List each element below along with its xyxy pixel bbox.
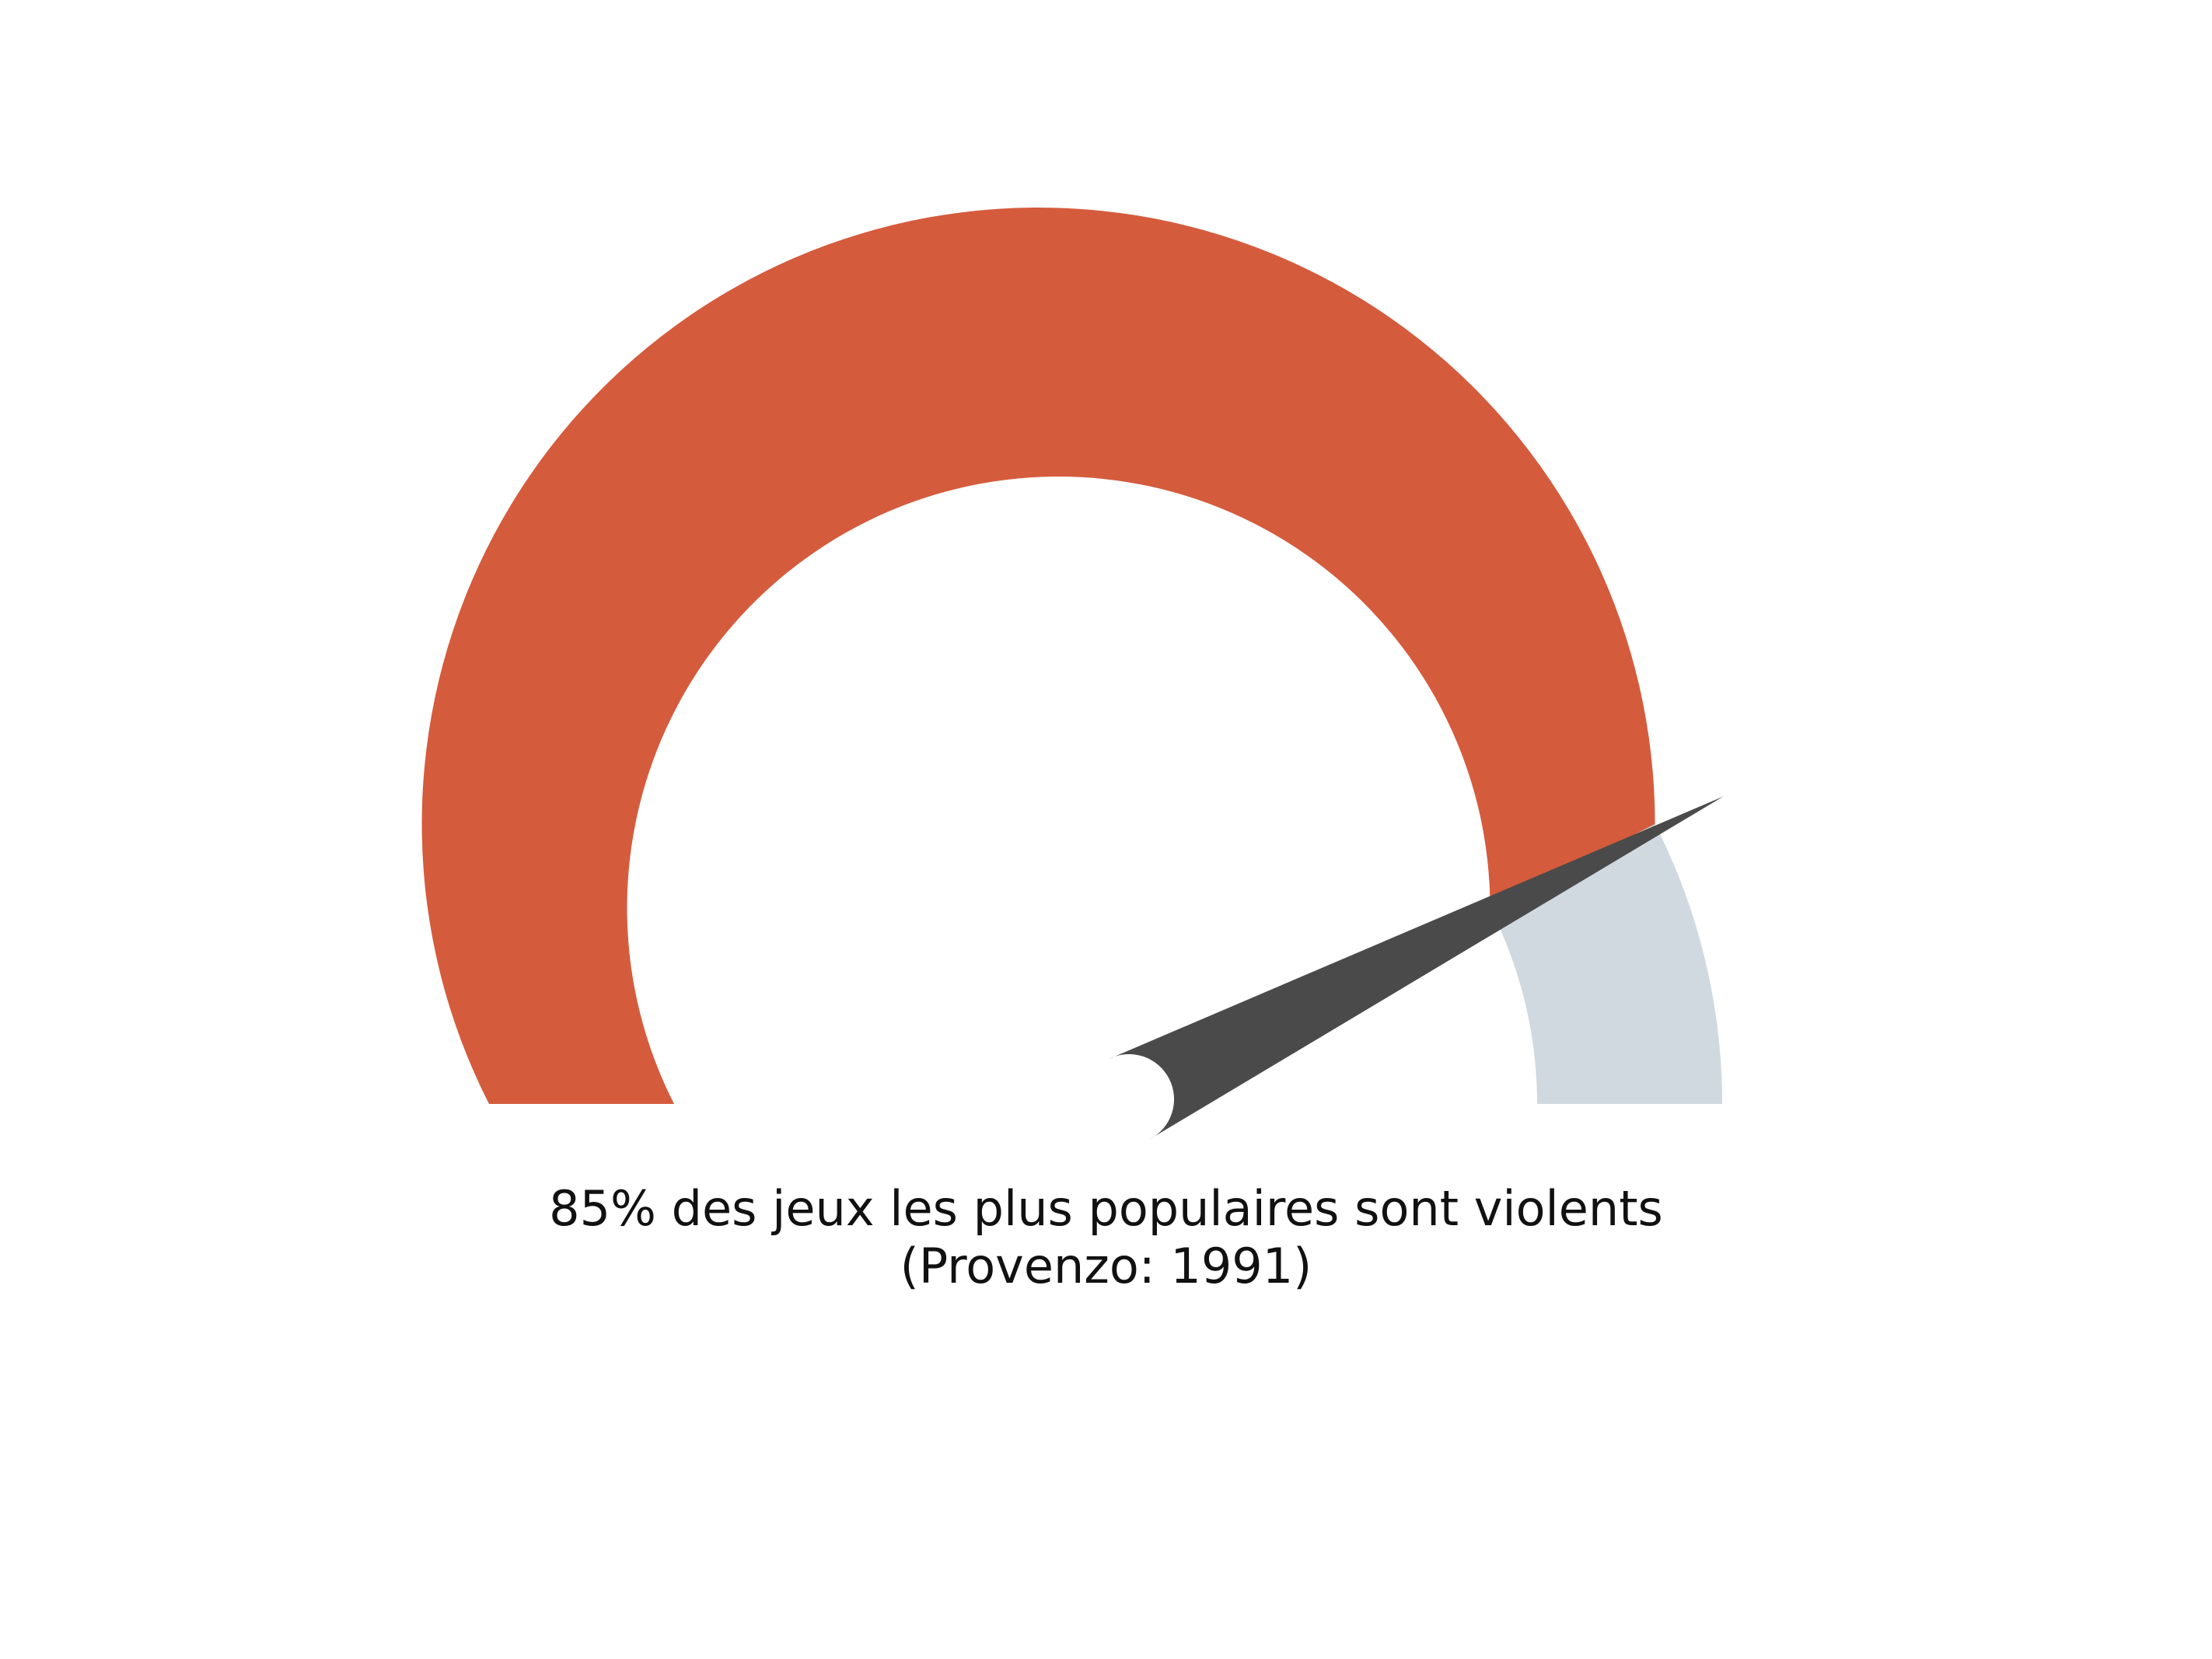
caption-source: (Provenzo: 1991) <box>900 1238 1312 1294</box>
gauge-filled-arc <box>421 207 1655 1104</box>
caption-statistic: 85% des jeux les plus populaires sont vi… <box>549 1180 1663 1237</box>
gauge-needle <box>1108 796 1724 1140</box>
